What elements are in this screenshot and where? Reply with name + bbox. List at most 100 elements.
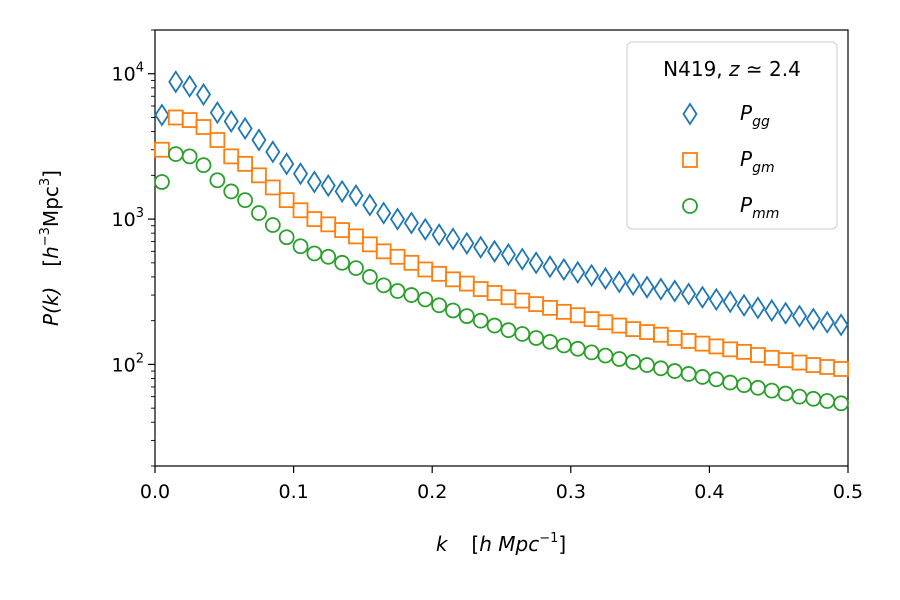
point-mm <box>334 254 351 271</box>
point-gm <box>458 275 475 292</box>
legend-label-gg: Pgg <box>740 101 770 130</box>
point-mm <box>237 192 253 209</box>
point-mm <box>763 382 780 399</box>
point-gm <box>486 285 503 301</box>
point-mm <box>403 287 420 303</box>
point-gg <box>195 82 212 107</box>
x-axis-label-unit: h Mpc <box>479 532 539 556</box>
y-axis-ticks: 102 103 104 <box>112 29 155 467</box>
point-gg <box>667 279 683 303</box>
point-gm <box>819 359 836 375</box>
point-gm <box>278 192 295 209</box>
point-gg <box>791 304 808 328</box>
legend-marker-gm <box>682 152 698 168</box>
y-tick-label: 103 <box>112 206 144 231</box>
point-gm <box>348 228 364 245</box>
point-gg <box>764 298 780 323</box>
point-mm <box>500 322 517 339</box>
point-mm <box>694 369 711 385</box>
point-gm <box>569 307 586 324</box>
point-gg <box>819 310 835 334</box>
point-gm <box>805 357 822 373</box>
point-mm <box>264 217 281 233</box>
point-mm <box>555 337 572 354</box>
point-gg <box>833 313 849 337</box>
point-mm <box>583 344 600 361</box>
point-gg <box>376 201 392 225</box>
point-gg <box>265 140 281 164</box>
point-gm <box>750 347 766 363</box>
legend-marker-gg <box>682 102 698 126</box>
point-gg <box>320 173 336 198</box>
point-gm <box>292 202 309 219</box>
point-gm <box>500 289 517 306</box>
point-mm <box>750 379 766 396</box>
x-tick-label: 0.0 <box>140 481 170 503</box>
point-gg <box>708 287 724 312</box>
point-gm <box>195 119 212 135</box>
point-mm <box>195 157 212 174</box>
point-mm <box>431 297 448 314</box>
point-gm <box>666 330 683 346</box>
point-gm <box>597 314 614 331</box>
point-mm <box>611 351 628 367</box>
point-gm <box>583 311 600 328</box>
point-gm <box>542 299 558 316</box>
point-gg <box>473 235 489 259</box>
point-gm <box>389 248 406 265</box>
point-gm <box>736 343 752 360</box>
point-gg <box>348 183 364 208</box>
point-gg <box>334 179 350 204</box>
plot-frame <box>154 29 849 467</box>
point-gm <box>417 261 434 278</box>
point-gg <box>639 275 655 299</box>
point-mm <box>278 229 295 246</box>
point-mm <box>736 377 752 394</box>
point-gg <box>722 290 738 314</box>
point-mm <box>458 308 475 325</box>
series-gg <box>154 70 849 337</box>
point-mm <box>320 248 337 265</box>
point-mm <box>389 283 406 299</box>
point-mm <box>652 360 669 377</box>
point-gg <box>500 242 517 267</box>
point-mm <box>625 354 642 370</box>
point-gm <box>209 132 226 148</box>
point-gm <box>833 361 849 377</box>
point-gg <box>403 211 419 235</box>
x-tick-label: 0.3 <box>556 481 586 503</box>
point-gg <box>570 260 586 285</box>
legend-title: N419, z ≃ 2.4 <box>663 57 801 81</box>
point-gg <box>362 193 378 217</box>
point-mm <box>223 183 240 200</box>
legend-label-mm: Pmm <box>740 193 779 222</box>
y-tick-label: 104 <box>112 61 144 86</box>
point-gg <box>486 239 503 263</box>
point-mm <box>417 291 434 308</box>
point-mm <box>251 205 267 221</box>
legend: N419, z ≃ 2.4 Pgg Pgm Pmm <box>626 41 838 230</box>
point-gg <box>279 152 295 176</box>
point-gg <box>736 293 752 317</box>
point-mm <box>805 390 822 407</box>
point-gm <box>431 265 448 282</box>
point-gm <box>334 222 351 238</box>
point-mm <box>542 333 558 350</box>
point-gg <box>597 266 614 291</box>
point-gm <box>680 333 697 349</box>
point-mm <box>167 146 184 162</box>
point-gm <box>167 109 184 126</box>
point-gm <box>652 326 669 343</box>
point-gg <box>625 272 641 297</box>
point-mm <box>445 302 461 319</box>
point-gg <box>556 257 572 282</box>
point-gm <box>555 303 572 320</box>
point-gm <box>472 281 489 297</box>
point-gg <box>292 162 309 186</box>
point-gg <box>445 227 461 251</box>
point-gg <box>611 270 627 294</box>
point-mm <box>375 277 392 294</box>
x-tick-label: 0.1 <box>278 481 308 503</box>
series-gm <box>154 109 849 377</box>
